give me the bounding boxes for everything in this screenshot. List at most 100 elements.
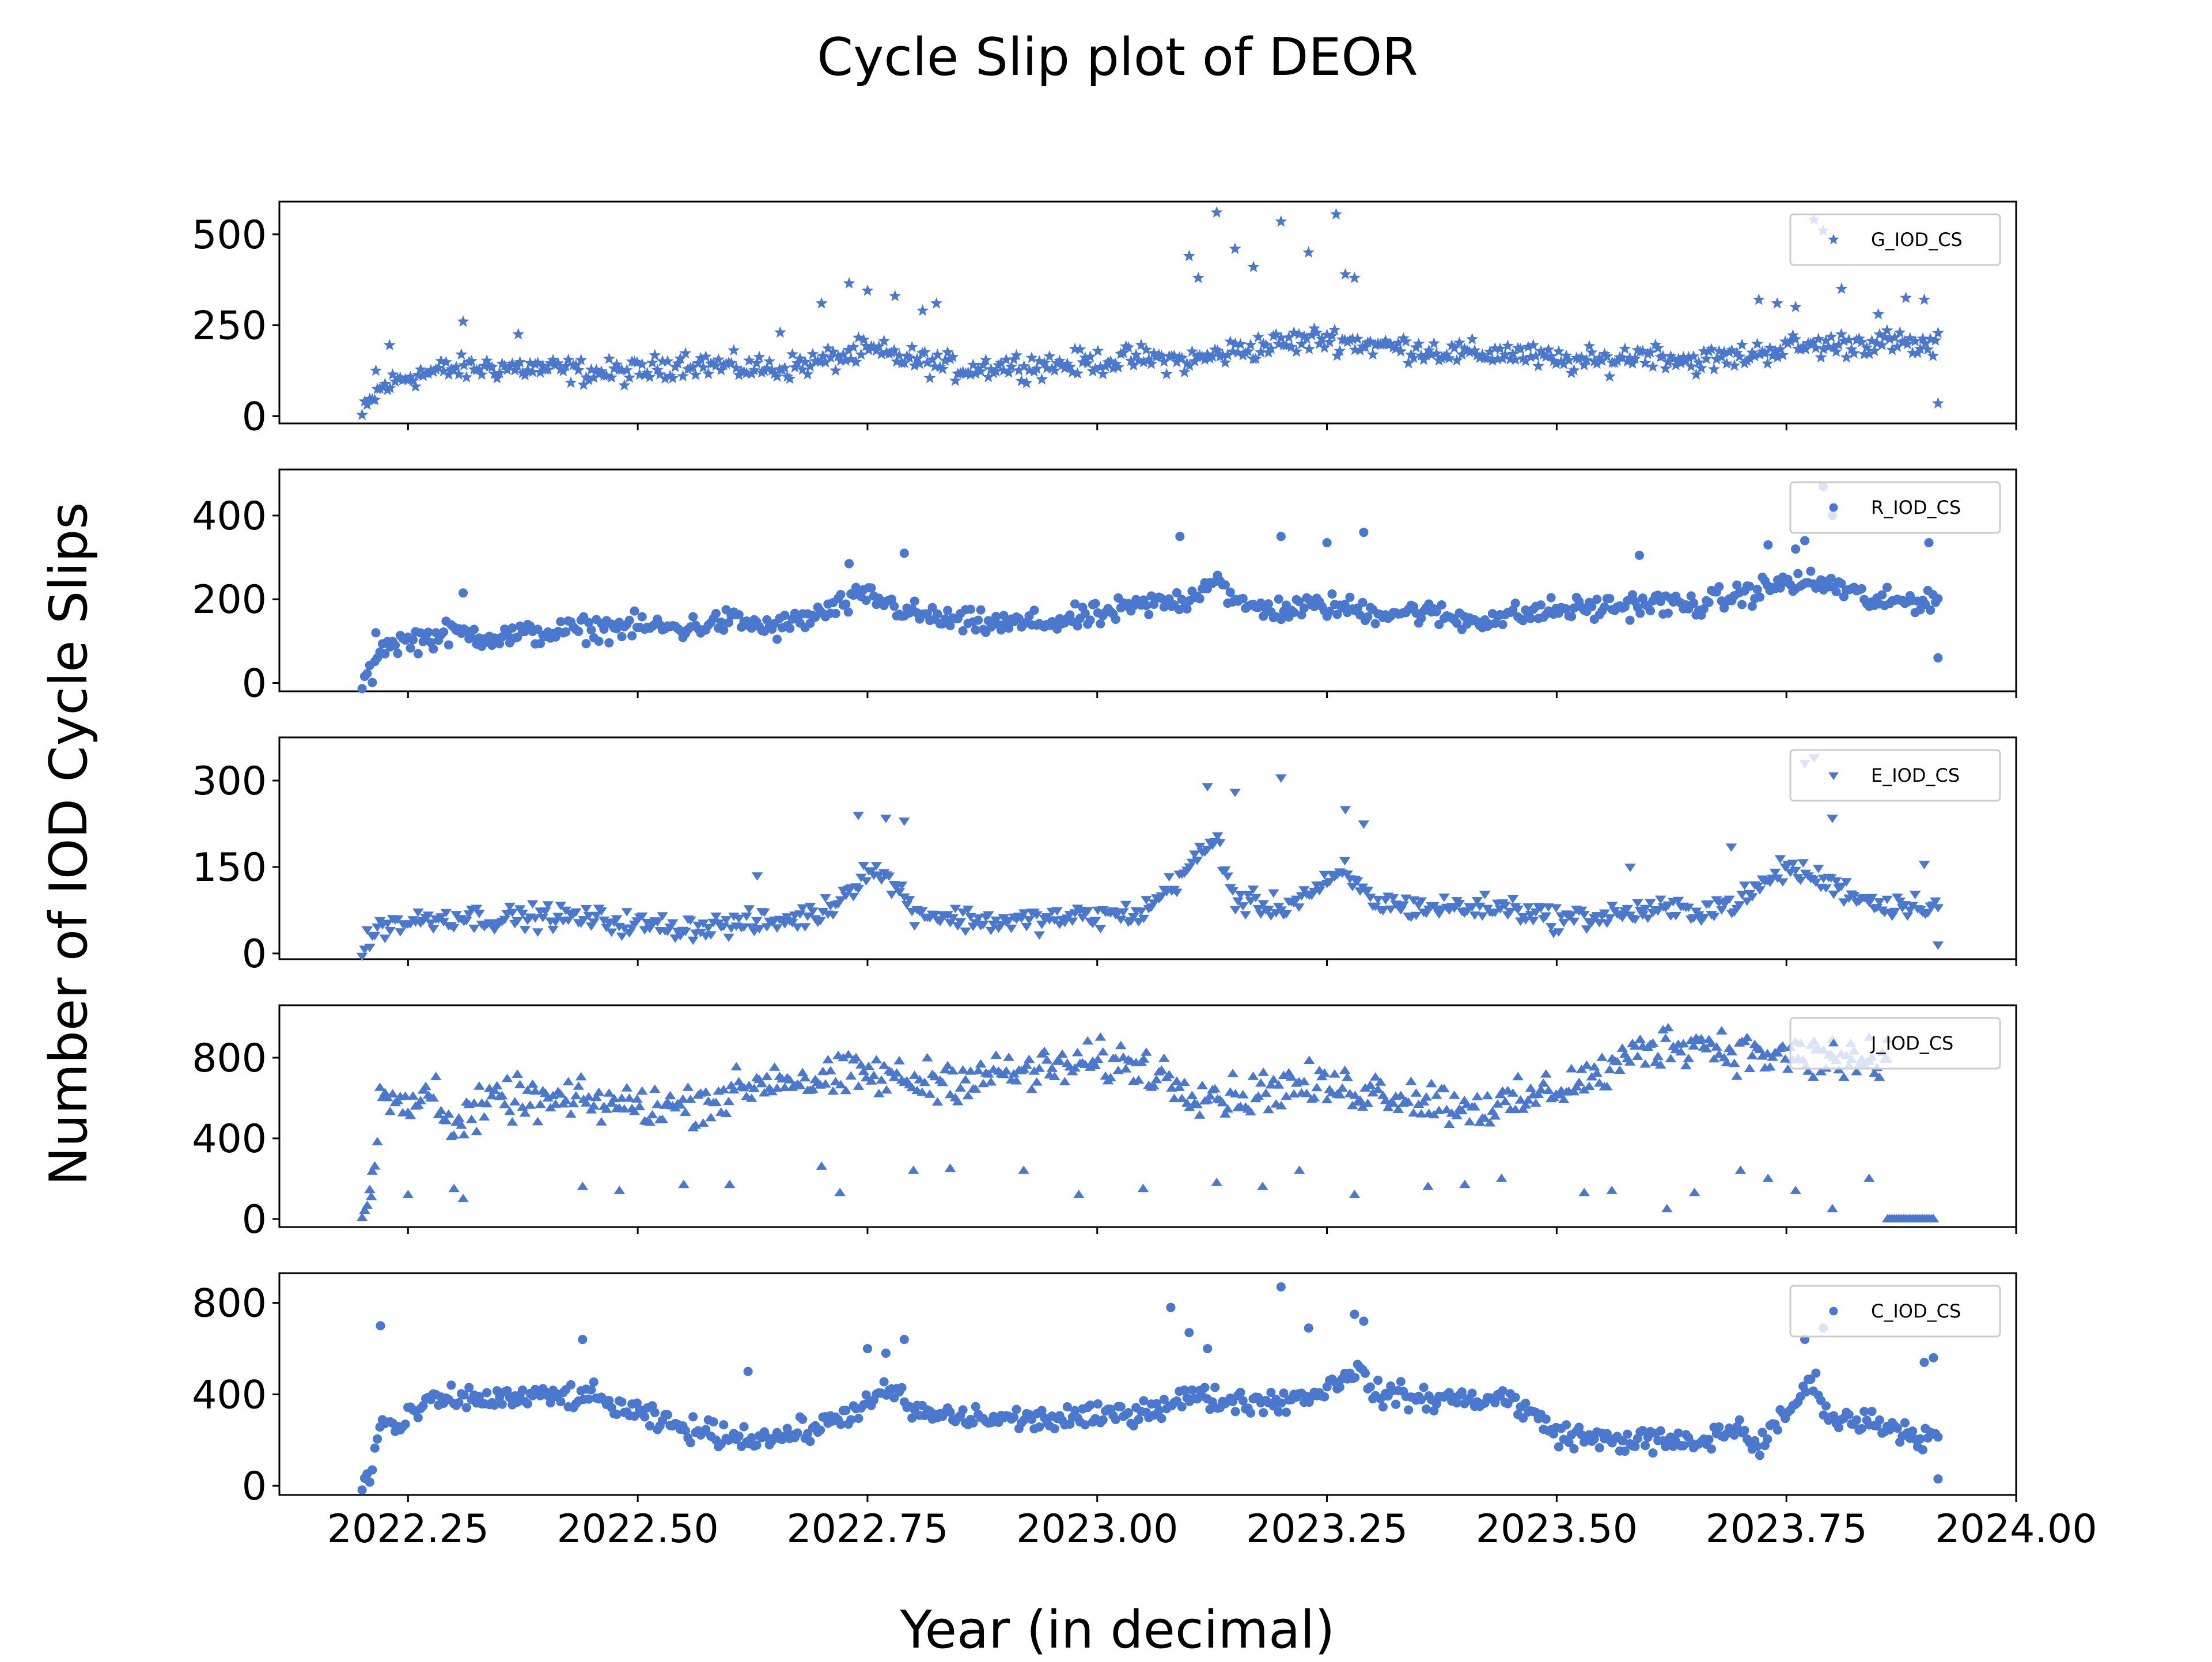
data-point [1097,1047,1109,1056]
data-point [1522,340,1535,353]
data-point [409,380,422,392]
data-point [1056,359,1069,370]
data-point [442,368,455,380]
data-point [1790,1186,1801,1194]
data-point [1453,336,1465,348]
data-point [1387,1098,1399,1107]
data-point [570,1091,582,1100]
data-point [1175,532,1185,542]
data-point [588,918,600,927]
data-point [1763,540,1773,550]
data-point [1405,1076,1417,1085]
data-point [1090,599,1100,608]
data-point [861,1390,871,1400]
data-point [1566,1063,1577,1073]
data-point [1266,1388,1276,1398]
data-point [486,1091,498,1100]
data-point [631,1094,643,1103]
data-point [1074,343,1086,355]
data-point [1777,1041,1789,1050]
data-point [612,1409,622,1419]
data-point [910,596,919,606]
data-point [1128,1421,1138,1431]
data-point [1730,346,1743,358]
data-point [1829,1411,1839,1421]
data-point [878,335,891,346]
data-point [1434,620,1444,630]
data-point [752,1440,762,1450]
x-tick-label: 2022.50 [557,1506,719,1552]
data-point [664,369,676,381]
data-point [1196,1081,1208,1089]
data-point [1510,598,1520,608]
data-point [656,355,669,367]
data-point [1517,352,1529,364]
data-point [1593,351,1606,364]
data-point [1715,350,1728,362]
data-point [1499,349,1512,361]
data-point [1667,352,1680,364]
data-point [1904,332,1916,344]
data-point [1779,335,1791,347]
data-point [832,350,844,362]
data-point [1745,581,1755,591]
data-point [957,1065,969,1074]
data-point [873,1089,885,1097]
data-point [453,1113,465,1122]
data-point [1476,912,1488,921]
data-point [728,344,740,356]
data-point [400,1091,411,1100]
data-point [589,1377,599,1387]
data-point [1606,902,1618,911]
data-point [1830,345,1843,357]
data-point [908,1165,919,1174]
data-point [1663,608,1673,618]
data-point [782,1424,792,1433]
data-point [949,904,961,914]
data-point [1909,335,1922,347]
data-point [1275,215,1287,227]
data-point [1859,1406,1869,1417]
data-point [1340,600,1350,609]
data-point [743,1366,753,1376]
data-point [805,619,815,629]
data-point [493,366,506,378]
data-point [1835,282,1848,294]
data-point [1525,1083,1536,1092]
data-point [1848,892,1860,900]
data-point [955,1083,966,1092]
data-point [546,1398,555,1408]
data-point [740,366,753,378]
data-point [1277,1398,1286,1408]
data-point [506,908,518,918]
data-point [1004,623,1014,633]
data-point [1504,353,1517,365]
data-point [1415,349,1427,361]
data-point [821,342,834,354]
data-point [1782,1064,1794,1073]
data-point [617,632,627,642]
data-point [799,1073,811,1082]
data-point [457,359,470,370]
data-point [1392,336,1404,349]
data-point [965,604,975,614]
data-point [1540,912,1552,921]
data-point [1270,328,1282,340]
data-point [575,1072,587,1081]
data-point [893,1056,905,1065]
data-point [1440,348,1453,360]
data-point [1097,368,1109,380]
data-point [720,916,732,925]
data-point [870,862,882,870]
data-point [1728,359,1741,371]
data-point [1927,1214,1940,1222]
data-point [850,355,862,368]
data-point [952,1096,964,1106]
data-point [1738,881,1751,890]
data-point [1929,334,1942,346]
data-point [1893,326,1906,338]
data-point [1422,1182,1434,1190]
data-point [1514,1095,1527,1104]
data-point [899,1335,909,1345]
data-point [1926,605,1936,615]
